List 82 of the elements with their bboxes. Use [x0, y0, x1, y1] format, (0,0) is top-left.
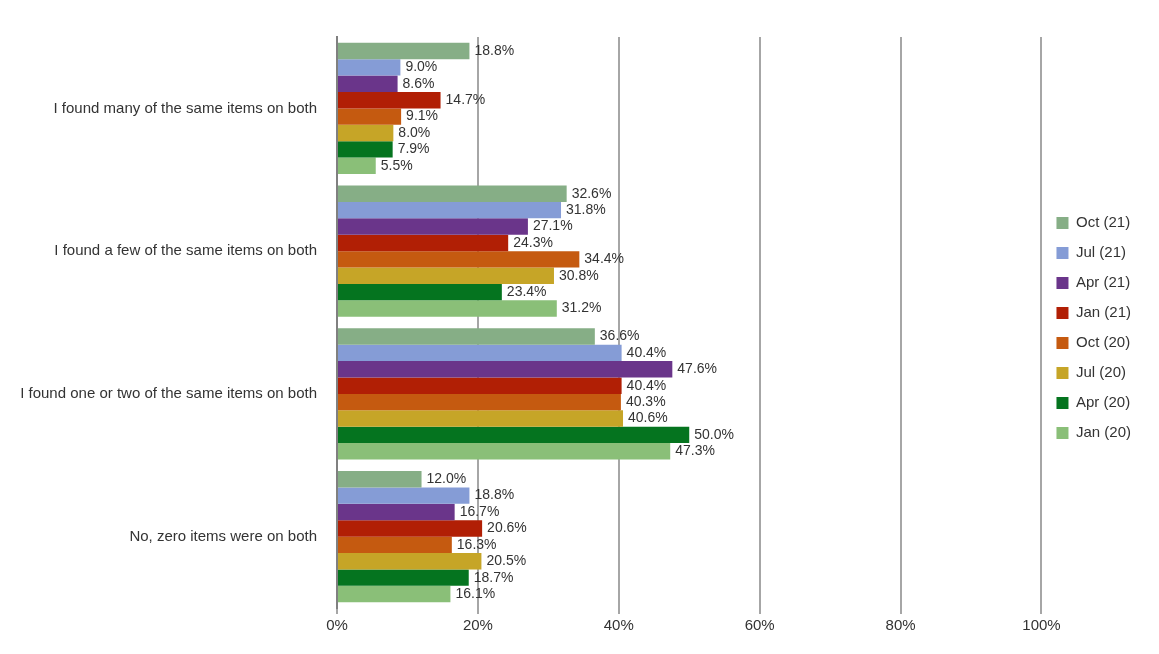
data-label: 9.1% — [406, 107, 439, 124]
legend-label: Jul (20) — [1075, 363, 1126, 381]
data-label: 50.0% — [694, 425, 734, 442]
data-label: 47.3% — [675, 442, 715, 459]
bar — [338, 201, 562, 219]
legend-label: Jul (21) — [1075, 243, 1126, 261]
legend-label: Oct (21) — [1075, 213, 1131, 231]
bar — [338, 503, 455, 521]
data-label: 20.5% — [486, 552, 527, 569]
bar — [338, 234, 509, 252]
data-label: 40.3% — [625, 392, 666, 409]
bar — [338, 75, 398, 92]
data-label: 18.8% — [474, 486, 515, 503]
bar — [338, 218, 528, 235]
data-label: 18.7% — [473, 568, 514, 585]
bar — [338, 185, 567, 202]
bar — [338, 344, 622, 362]
data-label: 23.4% — [506, 283, 547, 300]
data-label: 32.6% — [571, 184, 612, 201]
data-label: 34.4% — [584, 250, 625, 267]
data-label: 20.6% — [487, 519, 527, 536]
legend-label: Jan (21) — [1075, 303, 1131, 321]
y-tick-label: No, zero items were on both — [129, 526, 317, 544]
bar — [338, 267, 554, 284]
data-label: 27.1% — [532, 217, 573, 234]
y-tick-label: I found many of the same items on both — [53, 98, 317, 116]
x-tick-label: 60% — [744, 616, 775, 634]
data-label: 12.0% — [426, 470, 467, 487]
data-label: 7.9% — [397, 140, 430, 157]
x-tick-label: 0% — [326, 616, 348, 634]
data-label: 36.6% — [599, 327, 640, 344]
bar — [338, 520, 483, 537]
data-label: 30.8% — [558, 266, 599, 283]
bar — [338, 393, 621, 411]
bar — [338, 361, 673, 378]
bar — [338, 470, 422, 488]
bar — [338, 328, 595, 345]
data-label: 40.4% — [626, 376, 667, 393]
data-label: 31.2% — [561, 299, 602, 316]
data-label: 18.8% — [474, 41, 515, 58]
bar — [338, 59, 401, 76]
bar — [338, 300, 557, 317]
data-label: 8.0% — [398, 123, 431, 140]
y-tick-label: I found one or two of the same items on both — [20, 384, 317, 402]
bar — [338, 410, 624, 427]
data-label: 24.3% — [513, 233, 553, 250]
bar — [338, 426, 690, 444]
bar — [338, 108, 402, 125]
x-tick-label: 40% — [603, 616, 634, 634]
data-label: 16.7% — [459, 502, 500, 519]
bar — [338, 569, 469, 586]
bar — [338, 377, 622, 394]
data-label: 16.3% — [456, 535, 497, 552]
data-label: 40.4% — [626, 343, 667, 360]
x-tick-label: 20% — [462, 616, 493, 634]
bar — [338, 553, 482, 570]
bar — [338, 91, 441, 109]
data-label: 16.1% — [455, 584, 496, 601]
bar — [338, 536, 452, 554]
bar — [338, 157, 376, 175]
bar — [338, 251, 580, 268]
bar — [338, 141, 393, 158]
legend-label: Jan (20) — [1075, 423, 1131, 441]
legend-label: Apr (20) — [1075, 393, 1131, 411]
data-label: 14.7% — [445, 91, 486, 108]
bar — [338, 42, 470, 60]
y-tick-label: I found a few of the same items on both — [54, 241, 317, 259]
legend-label: Apr (21) — [1075, 273, 1131, 291]
bar — [338, 585, 451, 603]
data-label: 5.5% — [380, 156, 413, 173]
legend-label: Oct (20) — [1075, 333, 1131, 351]
bar — [338, 443, 671, 460]
data-label: 9.0% — [405, 58, 438, 75]
data-label: 31.8% — [566, 200, 606, 217]
data-label: 8.6% — [402, 74, 435, 91]
data-label: 40.6% — [628, 409, 668, 426]
bar — [338, 124, 394, 142]
x-tick-label: 100% — [1022, 616, 1061, 634]
data-label: 47.6% — [677, 360, 718, 377]
bar — [338, 283, 502, 301]
bar — [338, 487, 470, 504]
x-tick-label: 80% — [885, 616, 916, 634]
